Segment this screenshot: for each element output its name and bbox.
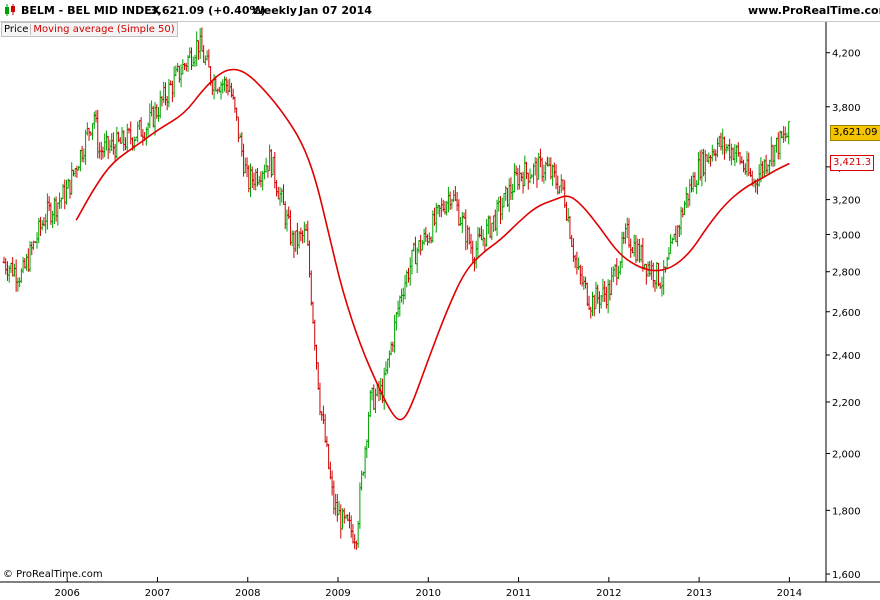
site-label: www.ProRealTime.com xyxy=(748,4,880,17)
copyright-label: © ProRealTime.com xyxy=(3,569,103,580)
symbol-label: BELM - BEL MID INDEX xyxy=(21,4,161,17)
y-tick-label: 2,000 xyxy=(832,449,861,460)
y-tick-label: 3,800 xyxy=(832,103,861,114)
x-tick-label: 2007 xyxy=(145,588,170,599)
date-label: Jan 07 2014 xyxy=(299,4,372,17)
y-tick-label: 3,200 xyxy=(832,196,861,207)
x-tick-label: 2009 xyxy=(325,588,350,599)
y-tick-label: 2,400 xyxy=(832,351,861,362)
y-tick-label: 1,800 xyxy=(832,506,861,517)
y-tick-label: 2,600 xyxy=(832,308,861,319)
y-tick-label: 2,200 xyxy=(832,398,861,409)
x-tick-label: 2014 xyxy=(777,588,802,599)
y-tick-label: 1,600 xyxy=(832,570,861,581)
x-tick-label: 2011 xyxy=(506,588,531,599)
x-tick-label: 2013 xyxy=(686,588,711,599)
y-tick-label: 4,200 xyxy=(832,49,861,60)
legend-moving-average[interactable]: Moving average (Simple 50) xyxy=(30,24,177,35)
period-label: Weekly xyxy=(252,4,297,17)
chart-legend[interactable]: Price Moving average (Simple 50) xyxy=(1,22,178,37)
legend-price[interactable]: Price xyxy=(4,24,29,35)
x-tick-label: 2012 xyxy=(596,588,621,599)
x-tick-label: 2010 xyxy=(416,588,441,599)
x-tick-label: 2006 xyxy=(54,588,79,599)
y-tick-label: 3,000 xyxy=(832,230,861,241)
candlestick-icon xyxy=(5,4,15,16)
x-tick-label: 2008 xyxy=(235,588,260,599)
y-tick-label: 2,800 xyxy=(832,268,861,279)
quote-label: 3,621.09 (+0.40%) xyxy=(150,4,266,17)
moving-average-line xyxy=(75,68,790,421)
moving-average-badge: 3,421.3 xyxy=(830,155,875,172)
chart-title-bar: BELM - BEL MID INDEX 3,621.09 (+0.40%) W… xyxy=(0,0,880,22)
last-price-badge: 3,621.09 xyxy=(830,124,880,141)
